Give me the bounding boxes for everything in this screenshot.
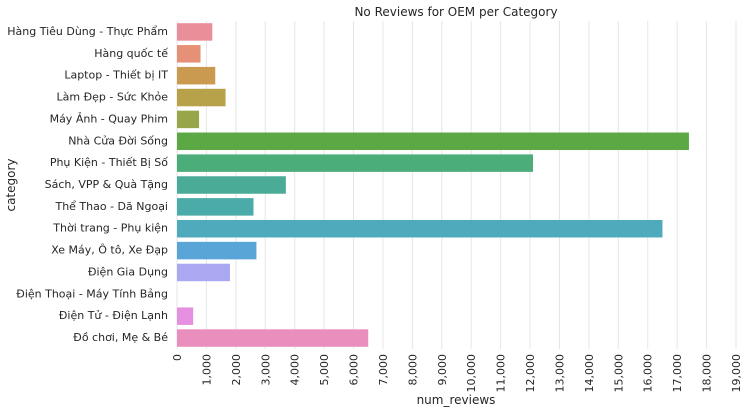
x-tick-label: 19,000: [730, 354, 743, 393]
bar: [177, 176, 286, 194]
x-tick-label: 18,000: [701, 354, 714, 393]
x-tick-label: 7,000: [377, 354, 390, 386]
category-tick-labels: Hàng Tiêu Dùng - Thực Phẩm Hàng quốc tế La…: [7, 25, 168, 344]
x-tick-label: 14,000: [583, 354, 596, 393]
grid-lines: [176, 21, 737, 349]
x-tick-label: 15,000: [612, 354, 625, 393]
bar: [177, 307, 194, 325]
bar: [177, 219, 663, 238]
x-tick-label: 8,000: [406, 354, 419, 386]
x-tick-label: 10,000: [465, 354, 478, 393]
x-tick-label: 2,000: [230, 354, 243, 386]
x-tick-label: 9,000: [436, 354, 449, 386]
bar: [177, 110, 200, 129]
category-label: Làm Đẹp - Sức Khỏe: [57, 91, 169, 104]
category-label: Điện Tử - Điện Lạnh: [59, 309, 168, 322]
bar: [177, 132, 689, 151]
x-tick-label: 16,000: [642, 354, 655, 393]
x-tick-label: 0: [171, 354, 184, 361]
x-tick-label: 12,000: [524, 354, 537, 393]
x-tick-label: 13,000: [553, 354, 566, 393]
bar: [177, 241, 257, 260]
category-label: Phụ Kiện - Thiết Bị Số: [50, 156, 168, 169]
category-label: Hàng Tiêu Dùng - Thực Phẩm: [7, 25, 168, 38]
bar: [177, 23, 213, 41]
x-tick-label: 5,000: [318, 354, 331, 386]
y-axis-title: category: [4, 158, 18, 211]
x-tick-labels: 0 1,000 2,000 3,000 4,000 5,000 6,000 7,000 8,00…: [171, 354, 743, 393]
category-label: Thể Thao - Dã Ngoại: [54, 200, 168, 213]
bar: [177, 154, 533, 172]
bars: [177, 23, 689, 347]
bar: [177, 45, 201, 63]
x-tick-label: 6,000: [348, 354, 361, 386]
category-label: Hàng quốc tế: [94, 47, 168, 60]
x-tick-label: 17,000: [671, 354, 684, 393]
chart-title: No Reviews for OEM per Category: [354, 5, 557, 19]
x-tick-label: 1,000: [200, 354, 213, 386]
category-label: Máy Ảnh - Quay Phim: [50, 111, 168, 125]
category-label: Điện Thoại - Máy Tính Bảng: [16, 287, 168, 300]
x-tick-label: 3,000: [259, 354, 272, 386]
category-label: Thời trang - Phụ kiện: [52, 222, 168, 235]
bar: [177, 329, 369, 347]
bar: [177, 263, 230, 282]
category-label: Đồ chơi, Mẹ & Bé: [73, 331, 168, 344]
bar: [177, 66, 216, 85]
category-label: Xe Máy, Ô tô, Xe Đạp: [51, 244, 168, 257]
category-label: Điện Gia Dụng: [88, 265, 168, 278]
category-label: Nhà Cửa Đời Sống: [68, 134, 168, 147]
category-label: Laptop - Thiết bị IT: [64, 69, 168, 82]
x-tick-label: 4,000: [289, 354, 302, 386]
x-tick-label: 11,000: [495, 354, 508, 393]
bar: [177, 88, 226, 107]
bar: [177, 198, 254, 216]
category-label: Sách, VPP & Quà Tặng: [45, 178, 168, 191]
x-axis-title: num_reviews: [417, 393, 496, 407]
